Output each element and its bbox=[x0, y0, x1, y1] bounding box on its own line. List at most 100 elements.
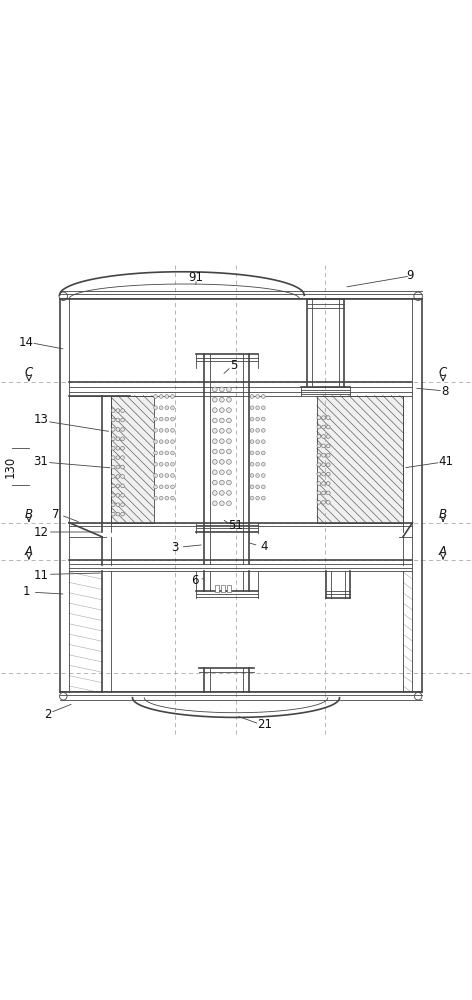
Circle shape bbox=[261, 417, 265, 421]
Circle shape bbox=[261, 451, 265, 455]
Circle shape bbox=[212, 449, 217, 454]
Circle shape bbox=[154, 496, 157, 500]
Circle shape bbox=[256, 440, 260, 444]
Circle shape bbox=[219, 491, 224, 495]
Circle shape bbox=[317, 453, 320, 457]
Circle shape bbox=[321, 435, 325, 438]
Circle shape bbox=[250, 428, 254, 432]
Circle shape bbox=[111, 418, 115, 422]
Circle shape bbox=[212, 439, 217, 444]
Circle shape bbox=[165, 474, 169, 477]
Circle shape bbox=[212, 491, 217, 495]
Circle shape bbox=[154, 485, 157, 489]
Text: 91: 91 bbox=[188, 271, 203, 284]
Circle shape bbox=[317, 500, 320, 504]
Circle shape bbox=[165, 496, 169, 500]
Circle shape bbox=[261, 406, 265, 410]
Circle shape bbox=[212, 470, 217, 475]
Circle shape bbox=[326, 444, 330, 448]
Circle shape bbox=[261, 428, 265, 432]
Circle shape bbox=[121, 409, 125, 412]
Circle shape bbox=[227, 387, 231, 392]
Circle shape bbox=[212, 408, 217, 412]
Text: B: B bbox=[25, 508, 33, 521]
Circle shape bbox=[227, 460, 231, 464]
Circle shape bbox=[219, 397, 224, 402]
Circle shape bbox=[227, 470, 231, 475]
Circle shape bbox=[250, 451, 254, 455]
Circle shape bbox=[121, 446, 125, 450]
Circle shape bbox=[212, 428, 217, 433]
Circle shape bbox=[326, 416, 330, 420]
Circle shape bbox=[321, 491, 325, 495]
Circle shape bbox=[121, 437, 125, 441]
Circle shape bbox=[121, 465, 125, 469]
Circle shape bbox=[227, 449, 231, 454]
Circle shape bbox=[256, 406, 260, 410]
Bar bbox=[111, 396, 154, 523]
Circle shape bbox=[170, 474, 174, 477]
Circle shape bbox=[170, 417, 174, 421]
Circle shape bbox=[219, 428, 224, 433]
Bar bbox=[111, 396, 154, 523]
Bar bbox=[227, 585, 231, 592]
Circle shape bbox=[256, 428, 260, 432]
Circle shape bbox=[154, 417, 157, 421]
Text: 41: 41 bbox=[438, 455, 453, 468]
Text: A: A bbox=[439, 545, 447, 558]
Circle shape bbox=[227, 439, 231, 444]
Text: 5: 5 bbox=[230, 359, 237, 372]
Text: 14: 14 bbox=[19, 336, 34, 349]
Text: 1: 1 bbox=[23, 585, 30, 598]
Text: 130: 130 bbox=[4, 456, 17, 478]
Circle shape bbox=[250, 496, 254, 500]
Circle shape bbox=[159, 417, 163, 421]
Circle shape bbox=[170, 406, 174, 410]
Circle shape bbox=[154, 428, 157, 432]
Text: 6: 6 bbox=[191, 574, 198, 587]
Circle shape bbox=[212, 460, 217, 464]
Circle shape bbox=[219, 408, 224, 412]
Circle shape bbox=[317, 435, 320, 438]
Circle shape bbox=[212, 387, 217, 392]
Circle shape bbox=[250, 417, 254, 421]
Circle shape bbox=[159, 474, 163, 477]
Circle shape bbox=[250, 395, 254, 398]
Circle shape bbox=[121, 484, 125, 488]
Circle shape bbox=[256, 395, 260, 398]
Circle shape bbox=[227, 501, 231, 506]
Circle shape bbox=[116, 465, 120, 469]
Circle shape bbox=[121, 456, 125, 460]
Circle shape bbox=[261, 474, 265, 477]
Circle shape bbox=[159, 440, 163, 444]
Circle shape bbox=[170, 451, 174, 455]
Circle shape bbox=[256, 474, 260, 477]
Circle shape bbox=[256, 417, 260, 421]
Circle shape bbox=[116, 475, 120, 478]
Circle shape bbox=[116, 428, 120, 431]
Text: 51: 51 bbox=[228, 519, 244, 532]
Circle shape bbox=[326, 463, 330, 467]
Circle shape bbox=[326, 500, 330, 504]
Circle shape bbox=[227, 480, 231, 485]
Circle shape bbox=[317, 463, 320, 467]
Circle shape bbox=[317, 416, 320, 420]
Circle shape bbox=[227, 418, 231, 423]
Circle shape bbox=[219, 439, 224, 444]
Circle shape bbox=[256, 451, 260, 455]
Circle shape bbox=[170, 496, 174, 500]
Circle shape bbox=[317, 425, 320, 429]
Circle shape bbox=[321, 500, 325, 504]
Circle shape bbox=[116, 503, 120, 507]
Circle shape bbox=[250, 485, 254, 489]
Circle shape bbox=[250, 440, 254, 444]
Circle shape bbox=[227, 397, 231, 402]
Circle shape bbox=[317, 444, 320, 448]
Circle shape bbox=[111, 437, 115, 441]
Circle shape bbox=[111, 475, 115, 478]
Circle shape bbox=[165, 485, 169, 489]
Circle shape bbox=[159, 485, 163, 489]
Circle shape bbox=[159, 451, 163, 455]
Circle shape bbox=[165, 462, 169, 466]
Circle shape bbox=[321, 463, 325, 467]
